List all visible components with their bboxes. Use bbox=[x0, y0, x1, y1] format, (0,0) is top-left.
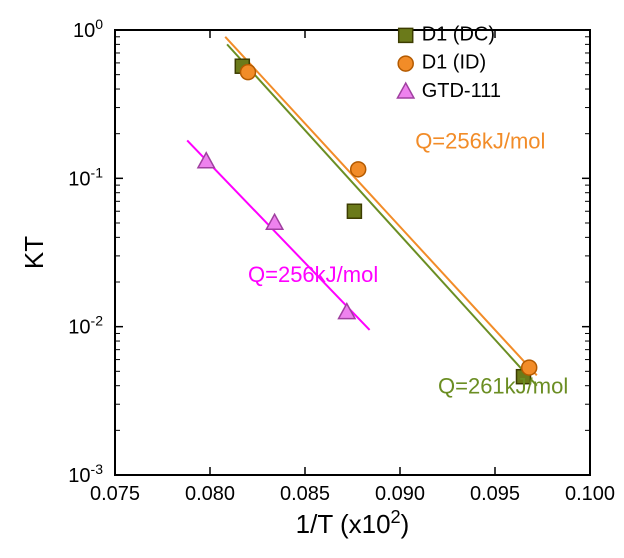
x-tick-label: 0.100 bbox=[565, 483, 615, 505]
data-point-circle bbox=[241, 65, 256, 80]
x-tick-label: 0.080 bbox=[185, 483, 235, 505]
q-annotation: Q=256kJ/mol bbox=[248, 262, 378, 287]
data-point-circle bbox=[351, 162, 366, 177]
chart-container: 0.0750.0800.0850.0900.0950.10010-310-210… bbox=[0, 0, 624, 558]
legend-label: GTD-111 bbox=[422, 80, 501, 102]
x-tick-label: 0.090 bbox=[375, 483, 425, 505]
y-axis-label: KT bbox=[19, 236, 49, 269]
data-point-square bbox=[347, 204, 361, 218]
q-annotation: Q=256kJ/mol bbox=[415, 129, 545, 154]
legend-label: D1 (ID) bbox=[422, 52, 486, 74]
x-tick-label: 0.075 bbox=[90, 483, 140, 505]
x-tick-label: 0.085 bbox=[280, 483, 330, 505]
x-tick-label: 0.095 bbox=[470, 483, 520, 505]
q-annotation: Q=261kJ/mol bbox=[438, 373, 568, 398]
chart-svg: 0.0750.0800.0850.0900.0950.10010-310-210… bbox=[0, 0, 624, 558]
legend-label: D1 (DC) bbox=[422, 23, 495, 45]
data-point-square bbox=[399, 28, 413, 42]
data-point-circle bbox=[398, 56, 413, 71]
